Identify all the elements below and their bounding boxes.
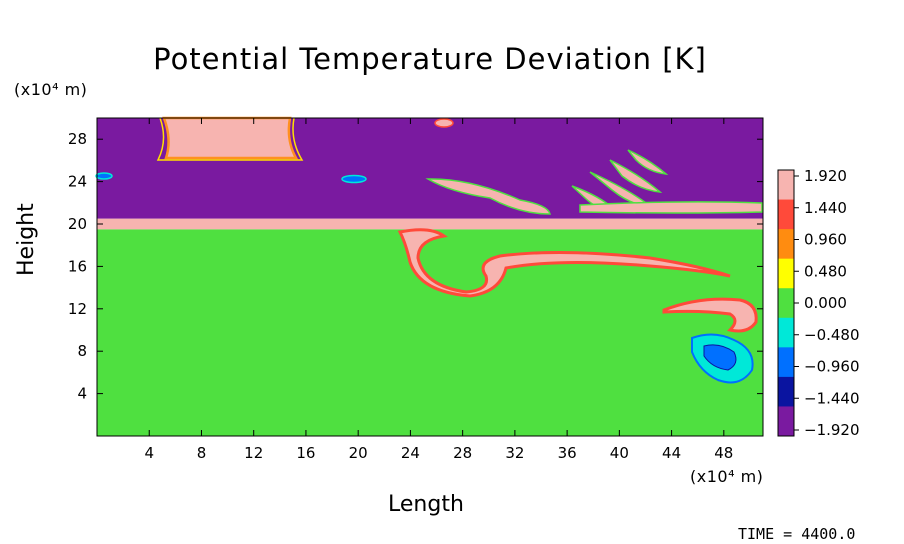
inversion-layer-field bbox=[97, 218, 763, 230]
colorbar-swatch bbox=[778, 406, 794, 437]
chart-title: Potential Temperature Deviation [K] bbox=[153, 42, 707, 76]
colorbar-label: 1.920 bbox=[804, 167, 847, 185]
x-tick-label: 12 bbox=[244, 444, 263, 462]
small-cell bbox=[434, 118, 454, 128]
colorbar-swatch bbox=[778, 170, 794, 201]
y-tick-label: 28 bbox=[68, 130, 87, 148]
x-tick-label: 24 bbox=[401, 444, 420, 462]
x-tick-label: 48 bbox=[714, 444, 733, 462]
colorbar-label: 0.000 bbox=[804, 294, 847, 312]
colorbar-label: 1.440 bbox=[804, 199, 847, 217]
colorbar-label: −1.920 bbox=[804, 421, 860, 439]
y-tick-label: 4 bbox=[77, 385, 87, 403]
streak bbox=[609, 159, 663, 193]
colorbar-swatch bbox=[778, 258, 794, 289]
x-tick-label: 28 bbox=[453, 444, 472, 462]
y-tick-label: 20 bbox=[68, 215, 87, 233]
streak bbox=[579, 201, 763, 214]
x-tick-label: 8 bbox=[197, 444, 207, 462]
time-label: TIME = 4400.0 bbox=[738, 525, 856, 543]
plot-frame bbox=[96, 117, 764, 437]
y-tick-label: 16 bbox=[68, 257, 87, 275]
x-tick-label: 44 bbox=[662, 444, 681, 462]
colorbar-swatch bbox=[778, 347, 794, 378]
streak bbox=[425, 178, 551, 215]
plume-features bbox=[95, 116, 763, 384]
colorbar-swatch bbox=[778, 199, 794, 230]
y-tick-label: 8 bbox=[77, 342, 87, 360]
x-tick-label: 4 bbox=[144, 444, 154, 462]
y-tick-label: 12 bbox=[68, 300, 87, 318]
x-tick-label: 20 bbox=[349, 444, 368, 462]
vortex bbox=[397, 228, 731, 298]
colorbar-label: −0.960 bbox=[804, 358, 860, 376]
turbulence-core bbox=[703, 344, 737, 371]
x-tick-label: 16 bbox=[296, 444, 315, 462]
lower-wave bbox=[662, 297, 758, 333]
x-tick-label: 32 bbox=[505, 444, 524, 462]
x-tick-label: 36 bbox=[558, 444, 577, 462]
y-tick-label: 24 bbox=[68, 173, 87, 191]
y-axis: 4 8 12 16 20 24 28 bbox=[68, 130, 763, 403]
streak bbox=[627, 149, 669, 176]
x-axis-unit: (x10⁴ m) bbox=[690, 467, 764, 486]
top-plume bbox=[162, 116, 299, 160]
colorbar-label: 0.480 bbox=[804, 262, 847, 280]
colorbar-swatch bbox=[778, 288, 794, 319]
colorbar-swatch bbox=[778, 317, 794, 348]
x-axis-label: Length bbox=[388, 492, 464, 517]
colorbar-swatch bbox=[778, 376, 794, 407]
small-cell bbox=[341, 174, 367, 184]
colorbar-label: −1.440 bbox=[804, 389, 860, 407]
colorbar-label: −0.480 bbox=[804, 326, 860, 344]
top-plume-outline bbox=[156, 117, 304, 161]
x-tick-label: 40 bbox=[610, 444, 629, 462]
colorbar-label: 0.960 bbox=[804, 231, 847, 249]
y-axis-unit: (x10⁴ m) bbox=[14, 80, 88, 99]
x-axis: 4 8 12 16 20 24 28 32 36 40 44 48 bbox=[144, 118, 733, 462]
colorbar: 1.920 1.440 0.960 0.480 0.000 −0.480 −0.960 −1.… bbox=[777, 167, 860, 439]
small-cell bbox=[95, 172, 113, 180]
colorbar-swatch bbox=[778, 229, 794, 260]
